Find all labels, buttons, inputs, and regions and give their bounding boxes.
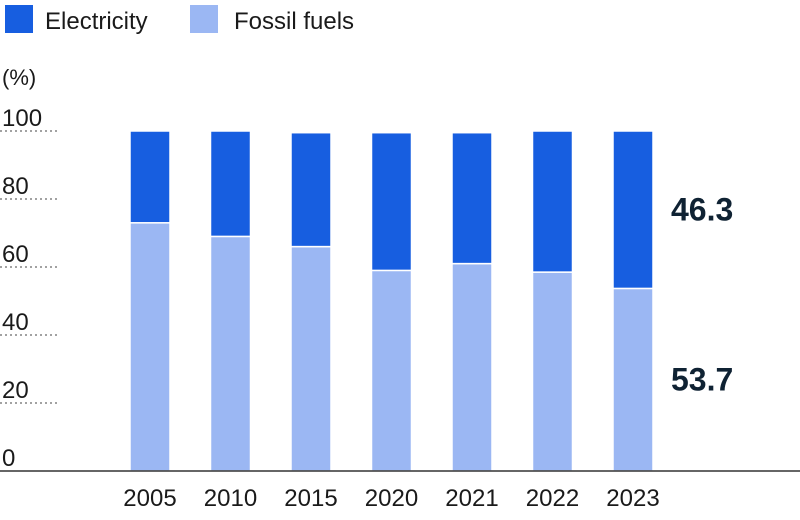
legend-label-electricity: Electricity — [45, 8, 148, 35]
legend-label-fossil-fuels: Fossil fuels — [234, 8, 354, 35]
data-label: 53.7 — [671, 362, 733, 398]
y-tick-label: 20 — [2, 377, 29, 404]
y-tick-label: 0 — [2, 445, 15, 472]
y-tick-label: 40 — [2, 309, 29, 336]
bar-electricity-2020 — [370, 131, 413, 272]
x-axis: 2005 2010 2015 2020 2021 2022 2023 — [123, 485, 659, 512]
x-tick-label: 2021 — [445, 485, 498, 512]
x-tick-label: 2005 — [123, 485, 176, 512]
bar-fossil-fuels-2022 — [531, 271, 574, 472]
bar-electricity-2005 — [129, 130, 171, 224]
bar-electricity-2023 — [612, 130, 654, 290]
y-axis: 0 20 40 60 80 100 — [2, 105, 42, 472]
x-tick-label: 2010 — [204, 485, 257, 512]
x-tick-label: 2023 — [606, 485, 659, 512]
legend-swatch-fossil-fuels — [190, 5, 218, 33]
y-tick-label: 60 — [2, 241, 29, 268]
x-tick-label: 2022 — [526, 485, 579, 512]
data-labels: 46.3 53.7 — [671, 192, 733, 398]
bar-electricity-2022 — [531, 130, 574, 273]
data-label: 46.3 — [671, 192, 733, 228]
legend: Electricity Fossil fuels — [5, 5, 354, 35]
bar-fossil-fuels-2010 — [209, 235, 252, 472]
bar-electricity-2021 — [451, 131, 493, 265]
bar-fossil-fuels-2005 — [129, 222, 171, 472]
y-tick-label: 80 — [2, 173, 29, 200]
x-tick-label: 2015 — [284, 485, 337, 512]
bar-electricity-2015 — [290, 131, 332, 248]
bar-electricity-2010 — [209, 130, 252, 238]
bar-fossil-fuels-2023 — [612, 287, 654, 472]
bar-fossil-fuels-2020 — [370, 269, 413, 472]
y-axis-unit: (%) — [2, 65, 36, 90]
bar-fossil-fuels-2021 — [451, 262, 493, 472]
bar-fossil-fuels-2015 — [290, 245, 332, 472]
legend-swatch-electricity — [5, 5, 33, 33]
x-tick-label: 2020 — [365, 485, 418, 512]
y-tick-label: 100 — [2, 105, 42, 132]
bars — [129, 130, 654, 472]
